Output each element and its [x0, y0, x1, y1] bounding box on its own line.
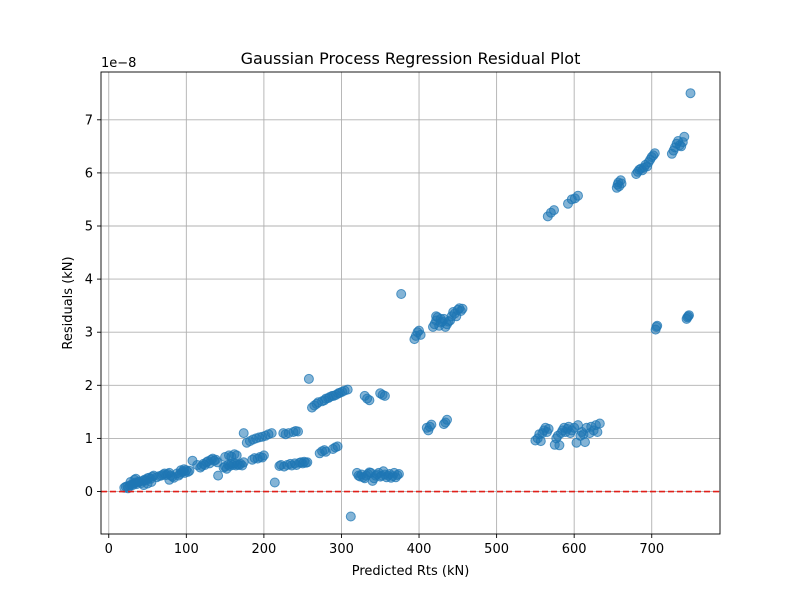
data-point	[332, 441, 343, 452]
grid	[101, 72, 720, 534]
data-point	[303, 373, 314, 384]
data-point	[393, 469, 404, 479]
data-point	[685, 88, 696, 99]
data-point	[535, 436, 546, 447]
x-axis-label: Predicted Rts (kN)	[352, 564, 470, 579]
data-point	[238, 457, 249, 468]
data-point	[293, 426, 303, 437]
y-axis-offset-label: 1e−8	[101, 56, 136, 71]
x-tick-label: 300	[329, 542, 354, 557]
data-point	[649, 148, 660, 159]
y-tick-label: 2	[85, 379, 93, 394]
data-point	[142, 478, 153, 489]
y-tick-label: 6	[85, 166, 93, 181]
data-point	[543, 423, 554, 434]
data-point	[592, 427, 603, 437]
y-tick-label: 3	[85, 326, 93, 341]
x-tick-label: 100	[174, 542, 199, 557]
data-point	[269, 477, 280, 488]
y-tick-label: 7	[85, 113, 93, 128]
data-point	[684, 310, 694, 321]
data-point	[594, 418, 605, 429]
data-point	[435, 313, 446, 324]
data-point	[258, 450, 269, 461]
data-point	[415, 329, 426, 340]
data-point	[396, 289, 407, 299]
data-point	[426, 419, 437, 430]
data-point	[164, 474, 175, 485]
data-point	[379, 390, 390, 401]
y-tick-label: 5	[85, 220, 93, 235]
data-point	[549, 205, 559, 216]
x-tick-label: 700	[639, 542, 664, 557]
data-point	[266, 428, 277, 439]
scatter-points	[119, 88, 696, 522]
data-point	[554, 440, 565, 451]
y-tick-label: 1	[85, 432, 93, 447]
data-point	[364, 395, 375, 406]
x-tick-label: 400	[407, 542, 432, 557]
axes-frame	[100, 71, 721, 535]
data-point	[231, 450, 242, 461]
data-point	[213, 470, 224, 481]
data-point	[345, 511, 356, 522]
y-tick-label: 4	[85, 273, 93, 288]
data-point	[679, 131, 690, 142]
data-point	[302, 457, 313, 468]
data-point	[342, 384, 353, 395]
data-point	[580, 437, 590, 448]
x-tick-label: 600	[562, 542, 587, 557]
y-tick-label: 0	[85, 485, 93, 500]
data-point	[616, 178, 627, 189]
data-point	[179, 464, 189, 475]
x-tick-label: 500	[484, 542, 509, 557]
x-tick-label: 200	[251, 542, 276, 557]
data-point	[238, 428, 249, 439]
axis-ticks: 0 100 200 300 400 500 600 700 0 1 2 3 4 5 6 7	[85, 113, 664, 557]
data-point	[457, 303, 468, 314]
y-axis-label: Residuals (kN)	[61, 256, 76, 349]
data-point	[442, 414, 452, 425]
data-point	[652, 320, 663, 331]
data-point	[573, 190, 583, 201]
data-point	[125, 477, 136, 487]
chart-title: Gaussian Process Regression Residual Plo…	[241, 49, 581, 68]
x-tick-label: 0	[105, 542, 113, 557]
